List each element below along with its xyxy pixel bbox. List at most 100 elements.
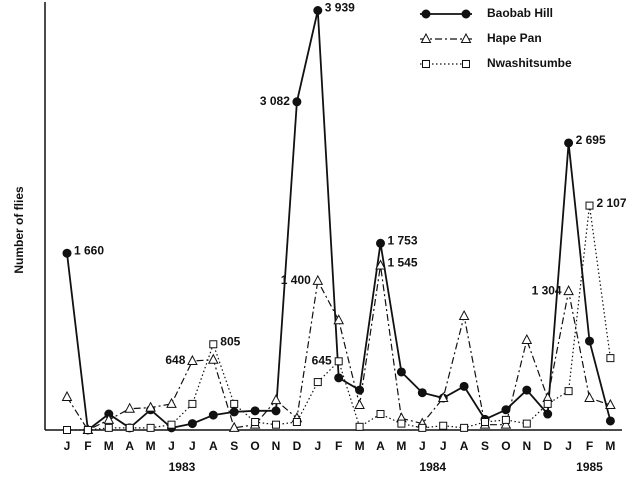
legend-label: Baobab Hill [487, 6, 553, 20]
data-label: 648 [165, 353, 185, 367]
year-label: 1983 [169, 460, 196, 474]
x-tick-label: J [189, 439, 196, 453]
data-label: 3 082 [260, 94, 290, 108]
x-tick-label: D [293, 439, 302, 453]
data-point [522, 385, 532, 395]
data-point [500, 418, 512, 429]
data-point [606, 354, 615, 363]
data-point [354, 398, 365, 409]
data-point [207, 353, 219, 364]
x-tick-label: M [104, 439, 114, 453]
data-point [83, 426, 92, 434]
data-point [585, 201, 594, 210]
data-point [250, 406, 260, 416]
data-point [166, 397, 177, 408]
year-label: 1984 [419, 460, 446, 474]
x-tick-label: M [396, 439, 406, 453]
x-tick-label: A [460, 439, 469, 453]
x-tick-label: J [440, 439, 447, 453]
x-tick-label: O [250, 439, 259, 453]
data-point [459, 381, 469, 391]
data-point [439, 421, 448, 430]
data-point [563, 285, 574, 296]
x-tick-label: A [125, 439, 134, 453]
data-point [209, 340, 218, 349]
data-point [63, 426, 71, 434]
data-label: 1 400 [281, 273, 311, 287]
legend-label: Nwashitsumbe [487, 56, 572, 70]
x-tick-label: S [481, 439, 489, 453]
data-point [334, 373, 344, 383]
x-tick-label: M [605, 439, 615, 453]
data-point [251, 418, 260, 427]
data-point [61, 390, 73, 401]
data-point [230, 399, 239, 408]
data-point [270, 394, 282, 405]
legend-marker [462, 60, 470, 68]
x-tick-label: N [272, 439, 281, 453]
data-point [229, 407, 239, 417]
data-point [272, 420, 280, 429]
data-point [501, 405, 511, 415]
series-line [66, 10, 612, 432]
data-point [187, 354, 198, 365]
data-point [62, 248, 72, 258]
x-tick-label: F [586, 439, 593, 453]
data-point [564, 138, 574, 148]
data-point [292, 97, 302, 107]
data-point [418, 423, 427, 432]
year-label: 1985 [576, 460, 603, 474]
data-point [417, 388, 427, 398]
series-line [66, 265, 611, 431]
x-tick-label: O [501, 439, 510, 453]
data-label: 2 695 [576, 133, 606, 147]
x-tick-label: M [146, 439, 156, 453]
x-tick-label: F [335, 439, 342, 453]
data-point [292, 418, 301, 427]
data-label: 1 753 [388, 233, 418, 247]
data-point [313, 5, 323, 15]
legend-marker [422, 60, 430, 68]
data-point [103, 413, 115, 424]
legend-marker [421, 9, 431, 19]
data-point [313, 378, 322, 387]
data-point [146, 423, 155, 432]
x-tick-label: J [565, 439, 572, 453]
data-point [145, 401, 156, 412]
x-tick-label: J [168, 439, 175, 453]
legend-label: Hape Pan [487, 31, 542, 45]
x-tick-label: J [64, 439, 71, 453]
data-point [208, 410, 218, 420]
data-point [334, 357, 343, 366]
data-point [355, 422, 364, 431]
x-tick-label: A [209, 439, 218, 453]
x-tick-label: F [84, 439, 91, 453]
data-point [605, 398, 616, 409]
data-point [605, 416, 615, 426]
data-point [104, 423, 113, 432]
data-point [125, 423, 134, 432]
data-point [501, 415, 510, 424]
data-point [376, 238, 385, 248]
data-label: 1 660 [74, 243, 104, 257]
data-label: 1 545 [388, 256, 418, 270]
data-point [271, 406, 281, 416]
data-point [481, 418, 489, 427]
data-label: 645 [312, 353, 332, 367]
data-point [188, 399, 197, 408]
x-tick-label: D [543, 439, 552, 453]
x-tick-label: S [230, 439, 238, 453]
x-tick-label: M [355, 439, 365, 453]
data-point [187, 419, 197, 429]
data-point [458, 309, 470, 321]
data-point [312, 274, 324, 285]
data-point [543, 409, 553, 419]
data-point [124, 402, 136, 413]
data-label: 2 107 [597, 196, 627, 210]
legend-marker [461, 9, 471, 19]
data-point [397, 419, 406, 428]
legend-marker [460, 32, 472, 43]
x-tick-label: J [314, 439, 321, 453]
legend-marker [420, 32, 432, 43]
